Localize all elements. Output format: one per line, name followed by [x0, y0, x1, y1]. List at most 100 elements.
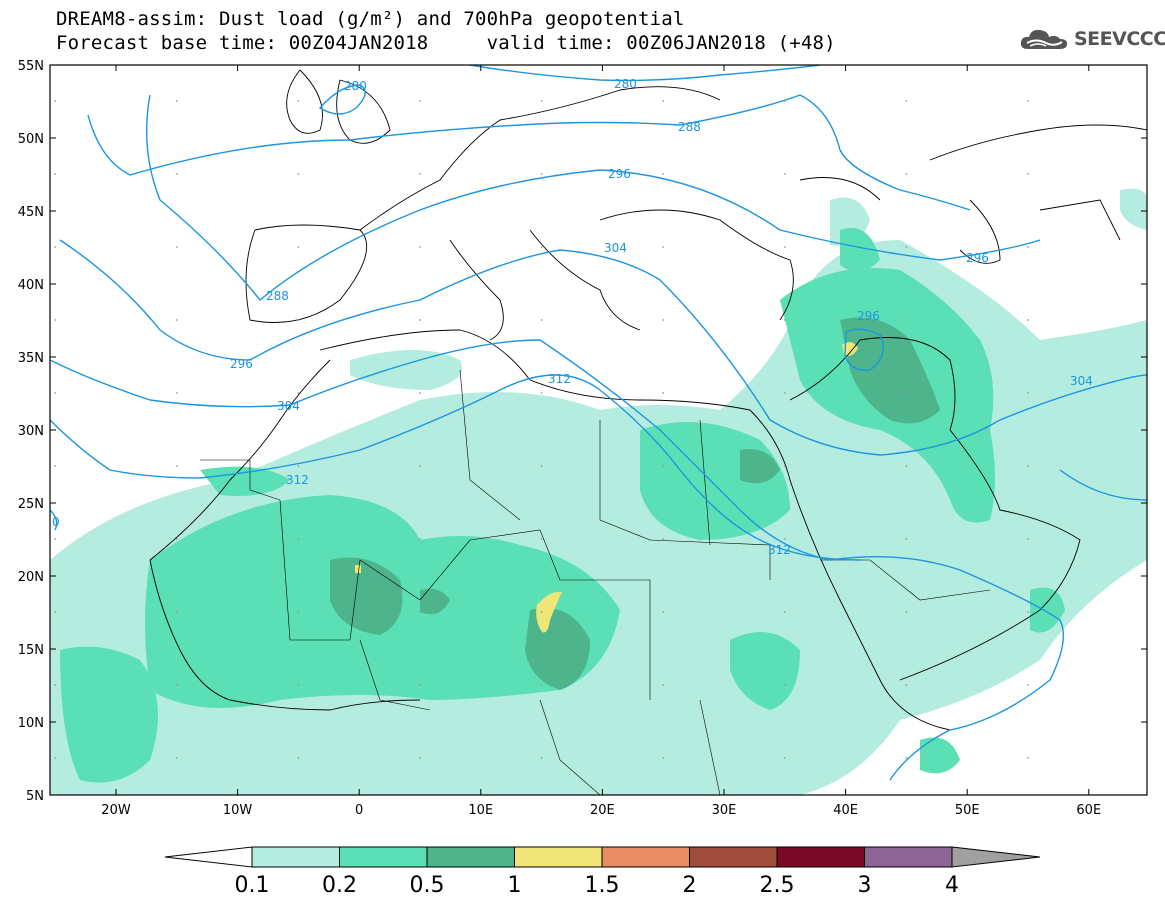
grid-dot — [175, 538, 178, 540]
grid-dot — [297, 392, 300, 394]
grid-dot — [54, 246, 57, 248]
grid-dot — [297, 246, 300, 248]
latitude-labels: 55N 50N 45N 40N 35N 30N 25N 20N 15N 10N 5N — [18, 59, 1147, 804]
chart-subtitle-times: Forecast base time: 00Z04JAN2018 valid t… — [56, 32, 836, 54]
grid-dot — [419, 392, 421, 394]
contour-label: 280 — [344, 79, 367, 93]
geopotential-contours — [50, 65, 1147, 781]
grid-dot — [1027, 538, 1029, 540]
grid-dot — [419, 319, 421, 321]
contour-label: 312 — [548, 372, 571, 386]
contour-label: 296 — [608, 167, 631, 181]
grid-dot — [1027, 611, 1029, 613]
grid-dot — [905, 684, 908, 686]
grid-dot — [905, 611, 908, 613]
grid-dot — [905, 757, 908, 759]
colorbar: 0.1 0.2 0.5 1 1.5 2 2.5 3 4 — [164, 846, 1041, 898]
grid-dot — [1027, 757, 1029, 759]
colorbar-swatch — [339, 846, 428, 868]
grid-dot — [175, 100, 178, 102]
contour-label: 312 — [286, 473, 309, 487]
seevccc-logo: SEEVCCC — [1018, 24, 1165, 54]
grid-dot — [662, 100, 665, 102]
grid-dot — [540, 611, 543, 613]
grid-dot — [662, 319, 665, 321]
grid-dot — [662, 538, 665, 540]
grid-dot — [1027, 684, 1029, 686]
grid-dot — [783, 319, 786, 321]
grid-dot — [175, 246, 178, 248]
lat-label: 40N — [18, 278, 44, 293]
grid-dot — [297, 611, 300, 613]
grid-dot — [783, 173, 786, 175]
grid-dot — [419, 611, 421, 613]
grid-dot — [783, 246, 786, 248]
grid-dot — [662, 611, 665, 613]
grid-dot — [297, 100, 300, 102]
grid-dot — [662, 173, 665, 175]
grid-dot — [905, 173, 908, 175]
grid-dot — [905, 392, 908, 394]
lat-label: 20N — [18, 570, 44, 585]
grid-dot — [905, 465, 908, 467]
grid-dot — [54, 319, 57, 321]
colorbar-level-label: 2 — [683, 873, 697, 898]
grid-dot — [783, 465, 786, 467]
lat-label: 50N — [18, 132, 44, 147]
contour-labels: 280 280 288 288 296 296 296 296 304 304 … — [52, 77, 1093, 557]
lon-label: 10E — [468, 803, 493, 818]
lat-label: 45N — [18, 205, 44, 220]
grid-dot — [54, 465, 57, 467]
logo-text: SEEVCCC — [1074, 28, 1165, 50]
lon-label: 30E — [712, 803, 737, 818]
colorbar-swatch — [601, 846, 690, 868]
grid-dot — [297, 465, 300, 467]
grid-dot — [662, 757, 665, 759]
colorbar-swatch — [514, 846, 603, 868]
chart-title: DREAM8-assim: Dust load (g/m²) and 700hP… — [56, 8, 685, 30]
grid-dot — [54, 757, 57, 759]
grid-dot — [662, 246, 665, 248]
colorbar-level-label: 1 — [508, 873, 522, 898]
colorbar-lower-arrow — [164, 846, 253, 868]
grid-dot — [175, 465, 178, 467]
grid-dot — [175, 757, 178, 759]
grid-dot — [54, 173, 57, 175]
grid-dot — [419, 684, 421, 686]
grid-dot — [419, 757, 421, 759]
grid-dot — [783, 684, 786, 686]
grid-dot — [540, 319, 543, 321]
colorbar-swatch — [864, 846, 953, 868]
grid-dot — [540, 684, 543, 686]
contour-label: 296 — [857, 309, 880, 323]
contour-label: 280 — [614, 77, 637, 91]
lon-label: 40E — [833, 803, 858, 818]
grid-dot — [419, 538, 421, 540]
grid-dot — [905, 319, 908, 321]
lon-label: 20E — [590, 803, 615, 818]
grid-dot — [1027, 392, 1029, 394]
colorbar-level-label: 0.2 — [322, 873, 357, 898]
grid-dot — [54, 611, 57, 613]
grid-dot — [905, 100, 908, 102]
grid-dots — [54, 100, 1029, 759]
grid-dot — [419, 465, 421, 467]
map-area: 280 280 288 288 296 296 296 296 304 304 … — [50, 65, 1147, 795]
lat-label: 35N — [18, 351, 44, 366]
grid-dot — [1027, 465, 1029, 467]
contour-label: 304 — [277, 399, 300, 413]
grid-dot — [1027, 246, 1029, 248]
grid-dot — [905, 246, 908, 248]
grid-dot — [1027, 173, 1029, 175]
grid-dot — [540, 100, 543, 102]
grid-dot — [175, 319, 178, 321]
colorbar-level-label: 0.5 — [410, 873, 445, 898]
grid-dot — [175, 611, 178, 613]
coastlines — [149, 69, 1147, 731]
grid-dot — [662, 684, 665, 686]
grid-dot — [783, 757, 786, 759]
grid-dot — [175, 173, 178, 175]
lon-label: 60E — [1076, 803, 1101, 818]
lat-label: 5N — [26, 789, 44, 804]
grid-dot — [540, 392, 543, 394]
